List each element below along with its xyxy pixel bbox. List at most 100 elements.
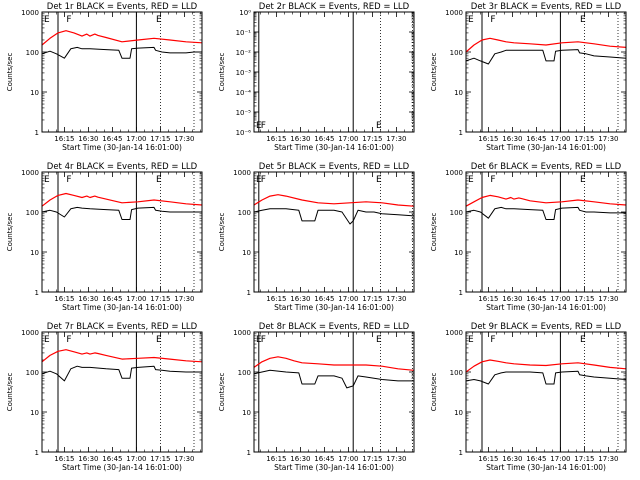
y-axis-label: Counts/sec: [218, 373, 226, 412]
panel-title: Det 2r BLACK = Events, RED = LLD: [259, 2, 410, 12]
y-tick-label: 100: [238, 369, 251, 377]
y-tick-label: 10: [454, 89, 463, 97]
panel-title: Det 5r BLACK = Events, RED = LLD: [259, 162, 410, 172]
events-series-line: [41, 46, 202, 59]
x-tick-label: 16:45: [314, 295, 334, 303]
marker-label-F: F: [490, 15, 495, 25]
marker-label-E: E: [44, 335, 50, 345]
lld-series-line: [253, 356, 415, 371]
y-tick-label: 10⁻⁴: [236, 89, 252, 97]
y-axis-label: Counts/sec: [6, 53, 14, 92]
x-tick-label: 16:30: [78, 295, 98, 303]
events-series-line: [465, 370, 627, 385]
marker-label-E: E: [256, 335, 262, 345]
y-tick-label: 100: [26, 209, 39, 217]
y-tick-label: 1000: [233, 169, 251, 177]
marker-label-F: F: [490, 175, 495, 185]
x-axis-label: Start Time (30-Jan-14 16:01:00): [62, 143, 182, 152]
panel-det-1: Det 1r BLACK = Events, RED = LLD Counts/s…: [6, 2, 203, 152]
y-axis-label: Counts/sec: [430, 53, 438, 92]
panel-title-detector: Det 3r: [471, 2, 498, 12]
x-tick-label: 17:00: [550, 295, 570, 303]
x-tick-label: 17:15: [574, 135, 594, 143]
marker-label-F: F: [66, 175, 71, 185]
y-tick-label: 1: [459, 289, 463, 297]
marker-label-E: E: [468, 15, 474, 25]
marker-label-E: E: [156, 15, 162, 25]
events-series-line: [253, 369, 414, 389]
y-tick-label: 10: [30, 409, 39, 417]
panel-title: Det 1r BLACK = Events, RED = LLD: [47, 2, 198, 12]
x-axis-label: Start Time (30-Jan-14 16:01:00): [274, 303, 394, 312]
panel-title-legend: BLACK = Events, RED = LLD: [286, 2, 410, 12]
x-tick-label: 16:15: [478, 135, 498, 143]
plot-frame: [253, 171, 415, 293]
y-tick-label: 1: [459, 449, 463, 457]
panel-title: Det 9r BLACK = Events, RED = LLD: [471, 322, 622, 332]
panel-title: Det 8r BLACK = Events, RED = LLD: [259, 322, 410, 332]
y-tick-label: 10: [242, 409, 251, 417]
x-tick-label: 17:00: [338, 455, 358, 463]
y-tick-label: 1: [247, 289, 251, 297]
y-tick-label: 10: [30, 89, 39, 97]
marker-label-E: E: [580, 15, 586, 25]
plot-frame: [253, 11, 415, 133]
panel-title-detector: Det 8r: [259, 322, 286, 332]
plot-frame: [41, 331, 203, 453]
y-tick-label: 100: [450, 209, 463, 217]
x-tick-label: 16:45: [526, 295, 546, 303]
marker-label-E: E: [580, 175, 586, 185]
plot-frame: [465, 11, 627, 133]
panel-title-legend: BLACK = Events, RED = LLD: [74, 162, 198, 172]
panel-det-3: Det 3r BLACK = Events, RED = LLD Counts/s…: [430, 2, 627, 152]
y-tick-label: 1000: [21, 169, 39, 177]
y-tick-label: 1: [35, 129, 39, 137]
x-axis-label: Start Time (30-Jan-14 16:01:00): [274, 143, 394, 152]
x-tick-label: 17:30: [174, 455, 194, 463]
panel-title-detector: Det 2r: [259, 2, 286, 12]
x-tick-label: 17:00: [550, 455, 570, 463]
x-tick-label: 16:15: [54, 455, 74, 463]
plot-frame: [253, 331, 415, 453]
x-tick-label: 16:45: [102, 455, 122, 463]
x-tick-label: 16:15: [54, 295, 74, 303]
x-tick-label: 17:30: [386, 455, 406, 463]
marker-label-E: E: [256, 175, 262, 185]
panel-title: Det 6r BLACK = Events, RED = LLD: [471, 162, 622, 172]
marker-label-F: F: [66, 335, 71, 345]
x-tick-label: 16:30: [290, 295, 310, 303]
lld-series-line: [253, 194, 415, 207]
lld-series-line: [465, 359, 627, 373]
x-tick-label: 16:45: [314, 135, 334, 143]
x-tick-label: 17:30: [598, 455, 618, 463]
x-tick-label: 17:30: [386, 135, 406, 143]
lld-series-line: [465, 37, 627, 53]
marker-label-F: F: [261, 175, 266, 185]
x-tick-label: 17:30: [174, 135, 194, 143]
y-tick-label: 1: [35, 449, 39, 457]
y-tick-label: 1000: [21, 329, 39, 337]
panel-title-legend: BLACK = Events, RED = LLD: [74, 2, 198, 12]
y-tick-label: 10⁻⁵: [236, 109, 252, 117]
panel-title-legend: BLACK = Events, RED = LLD: [498, 322, 622, 332]
x-tick-label: 17:15: [362, 295, 382, 303]
x-tick-label: 17:30: [174, 295, 194, 303]
x-tick-label: 16:45: [526, 455, 546, 463]
marker-label-E: E: [156, 335, 162, 345]
panel-title-legend: BLACK = Events, RED = LLD: [498, 162, 622, 172]
y-tick-label: 10⁻¹: [236, 29, 252, 37]
panel-title: Det 7r BLACK = Events, RED = LLD: [47, 322, 198, 332]
x-tick-label: 17:00: [126, 295, 146, 303]
x-tick-label: 16:45: [102, 135, 122, 143]
x-axis-label: Start Time (30-Jan-14 16:01:00): [274, 463, 394, 472]
x-axis-label: Start Time (30-Jan-14 16:01:00): [486, 143, 606, 152]
plot-frame: [41, 11, 203, 133]
marker-label-F: F: [66, 15, 71, 25]
y-axis-label: Counts/sec: [6, 373, 14, 412]
marker-label-E: E: [376, 121, 382, 131]
y-tick-label: 1: [35, 289, 39, 297]
x-tick-label: 17:00: [126, 455, 146, 463]
panel-det-7: Det 7r BLACK = Events, RED = LLD Counts/s…: [6, 322, 203, 472]
x-tick-label: 16:45: [102, 295, 122, 303]
y-axis-label: Counts/sec: [218, 53, 226, 92]
